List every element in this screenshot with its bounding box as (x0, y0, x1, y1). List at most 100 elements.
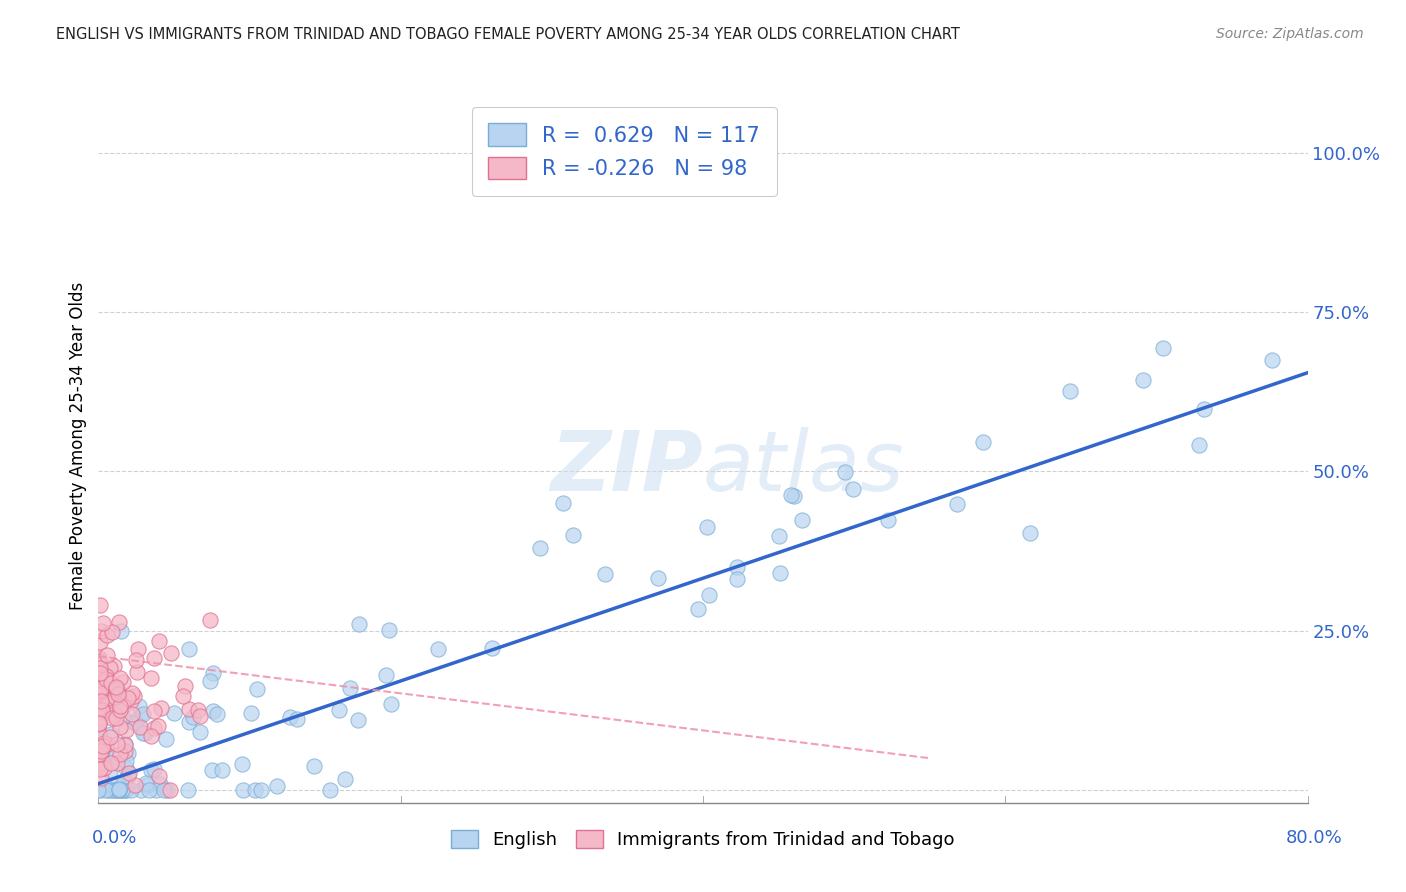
Point (1059, 384, 1081, 398)
Point (108, 699, 131, 714)
Point (177, 642, 200, 657)
Point (159, 783, 181, 797)
Point (93, 615, 115, 630)
Point (89, 687, 111, 701)
Point (141, 672, 163, 686)
Point (108, 703, 131, 717)
Point (946, 497, 969, 511)
Point (142, 704, 165, 718)
Point (346, 713, 368, 727)
Point (120, 783, 142, 797)
Point (115, 783, 138, 797)
Legend: R =  0.629   N = 117, R = -0.226   N = 98: R = 0.629 N = 117, R = -0.226 N = 98 (471, 107, 778, 196)
Point (108, 782, 131, 797)
Text: atlas: atlas (703, 427, 904, 508)
Point (145, 783, 167, 797)
Point (120, 694, 142, 708)
Point (114, 737, 136, 751)
Point (90, 624, 112, 638)
Point (188, 725, 211, 739)
Point (105, 778, 128, 792)
Point (148, 769, 170, 783)
Point (112, 675, 135, 690)
Point (172, 689, 194, 703)
Point (201, 666, 224, 681)
Point (380, 697, 402, 711)
Point (90, 783, 112, 797)
Point (551, 496, 574, 510)
Point (127, 641, 149, 656)
Point (211, 763, 233, 777)
Point (96, 672, 118, 686)
Point (103, 706, 125, 721)
Point (246, 682, 269, 697)
Point (278, 710, 301, 724)
Point (339, 681, 361, 696)
Point (769, 566, 792, 580)
Point (100, 711, 122, 725)
Point (1132, 373, 1154, 387)
Point (328, 703, 350, 717)
Point (155, 731, 177, 746)
Point (111, 711, 134, 725)
Point (117, 747, 139, 761)
Point (972, 434, 994, 449)
Point (124, 778, 146, 792)
Point (98, 730, 121, 744)
Point (98, 661, 121, 675)
Point (117, 690, 139, 705)
Point (426, 642, 449, 657)
Point (97, 690, 120, 705)
Point (780, 488, 803, 502)
Point (187, 703, 209, 717)
Point (110, 783, 132, 797)
Point (108, 720, 131, 734)
Point (107, 737, 129, 751)
Point (768, 529, 790, 543)
Point (96, 698, 118, 712)
Point (104, 783, 127, 797)
Point (243, 783, 266, 797)
Point (87, 756, 110, 770)
Point (89, 762, 111, 776)
Point (132, 706, 155, 721)
Point (160, 646, 183, 660)
Point (89, 701, 111, 715)
Point (96, 648, 118, 662)
Point (100, 756, 122, 770)
Point (142, 651, 165, 665)
Point (89, 657, 111, 672)
Point (101, 783, 124, 797)
Point (87, 717, 110, 731)
Point (87, 716, 110, 731)
Point (349, 616, 371, 631)
Point (90, 734, 112, 748)
Point (103, 659, 125, 673)
Point (94, 783, 117, 797)
Point (114, 738, 136, 752)
Point (89, 665, 111, 680)
Point (231, 757, 253, 772)
Point (188, 709, 211, 723)
Point (104, 783, 127, 797)
Point (142, 762, 165, 776)
Point (90, 702, 112, 716)
Point (139, 764, 162, 778)
Point (111, 698, 134, 713)
Point (91, 694, 114, 708)
Point (89, 747, 111, 761)
Point (114, 783, 136, 797)
Point (118, 765, 141, 780)
Text: 0.0%: 0.0% (91, 829, 136, 847)
Point (131, 783, 153, 797)
Point (93, 736, 115, 750)
Point (104, 690, 127, 704)
Point (96, 669, 118, 683)
Point (100, 782, 122, 797)
Point (377, 623, 399, 637)
Point (90, 772, 112, 786)
Point (1188, 438, 1211, 452)
Point (122, 714, 145, 729)
Point (105, 749, 128, 764)
Point (877, 513, 900, 527)
